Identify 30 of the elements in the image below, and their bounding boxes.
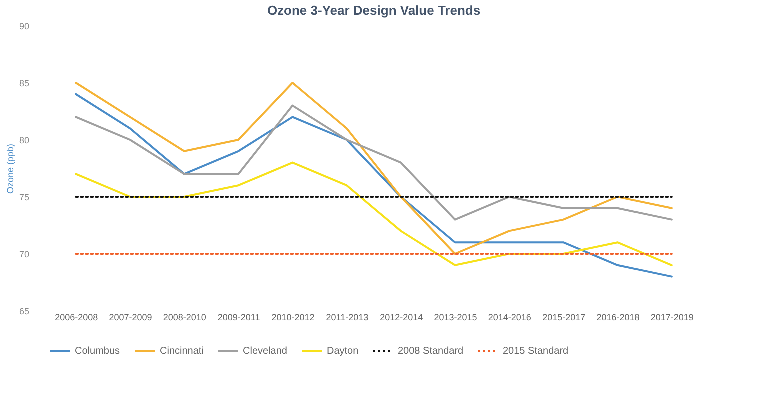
x-tick-label: 2012-2014 [380,312,424,322]
legend-label: Columbus [75,346,120,357]
x-tick-label: 2006-2008 [55,312,98,322]
x-tick-label: 2010-2012 [272,312,315,322]
legend-label: 2008 Standard [398,346,464,357]
legend-label: 2015 Standard [503,346,569,357]
x-tick-label: 2013-2015 [434,312,478,322]
x-tick-label: 2011-2013 [326,312,369,322]
x-tick-label: 2014-2016 [488,312,532,322]
x-tick-label: 2015-2017 [542,312,586,322]
y-tick-label: 90 [19,22,30,32]
y-tick-label: 70 [19,250,30,260]
legend-label: Cleveland [243,346,288,357]
legend-label: Dayton [327,346,359,357]
line-series [75,82,673,255]
x-tick-label: 2016-2018 [596,312,640,322]
x-tick-label: 2007-2009 [109,312,152,322]
line-series [75,104,673,221]
chart-title: Ozone 3-Year Design Value Trends [267,3,481,18]
y-tick-label: 85 [19,78,30,88]
x-tick-label: 2017-2019 [650,312,694,322]
y-tick-label: 80 [19,136,30,146]
x-tick-label: 2008-2010 [163,312,206,322]
line-series [75,162,673,266]
line-series [75,93,673,278]
legend-label: Cincinnati [160,346,204,357]
x-tick-label: 2009-2011 [218,312,260,322]
y-tick-label: 65 [19,306,30,316]
y-axis-title: Ozone (ppb) [5,144,16,194]
y-tick-label: 75 [19,192,30,202]
